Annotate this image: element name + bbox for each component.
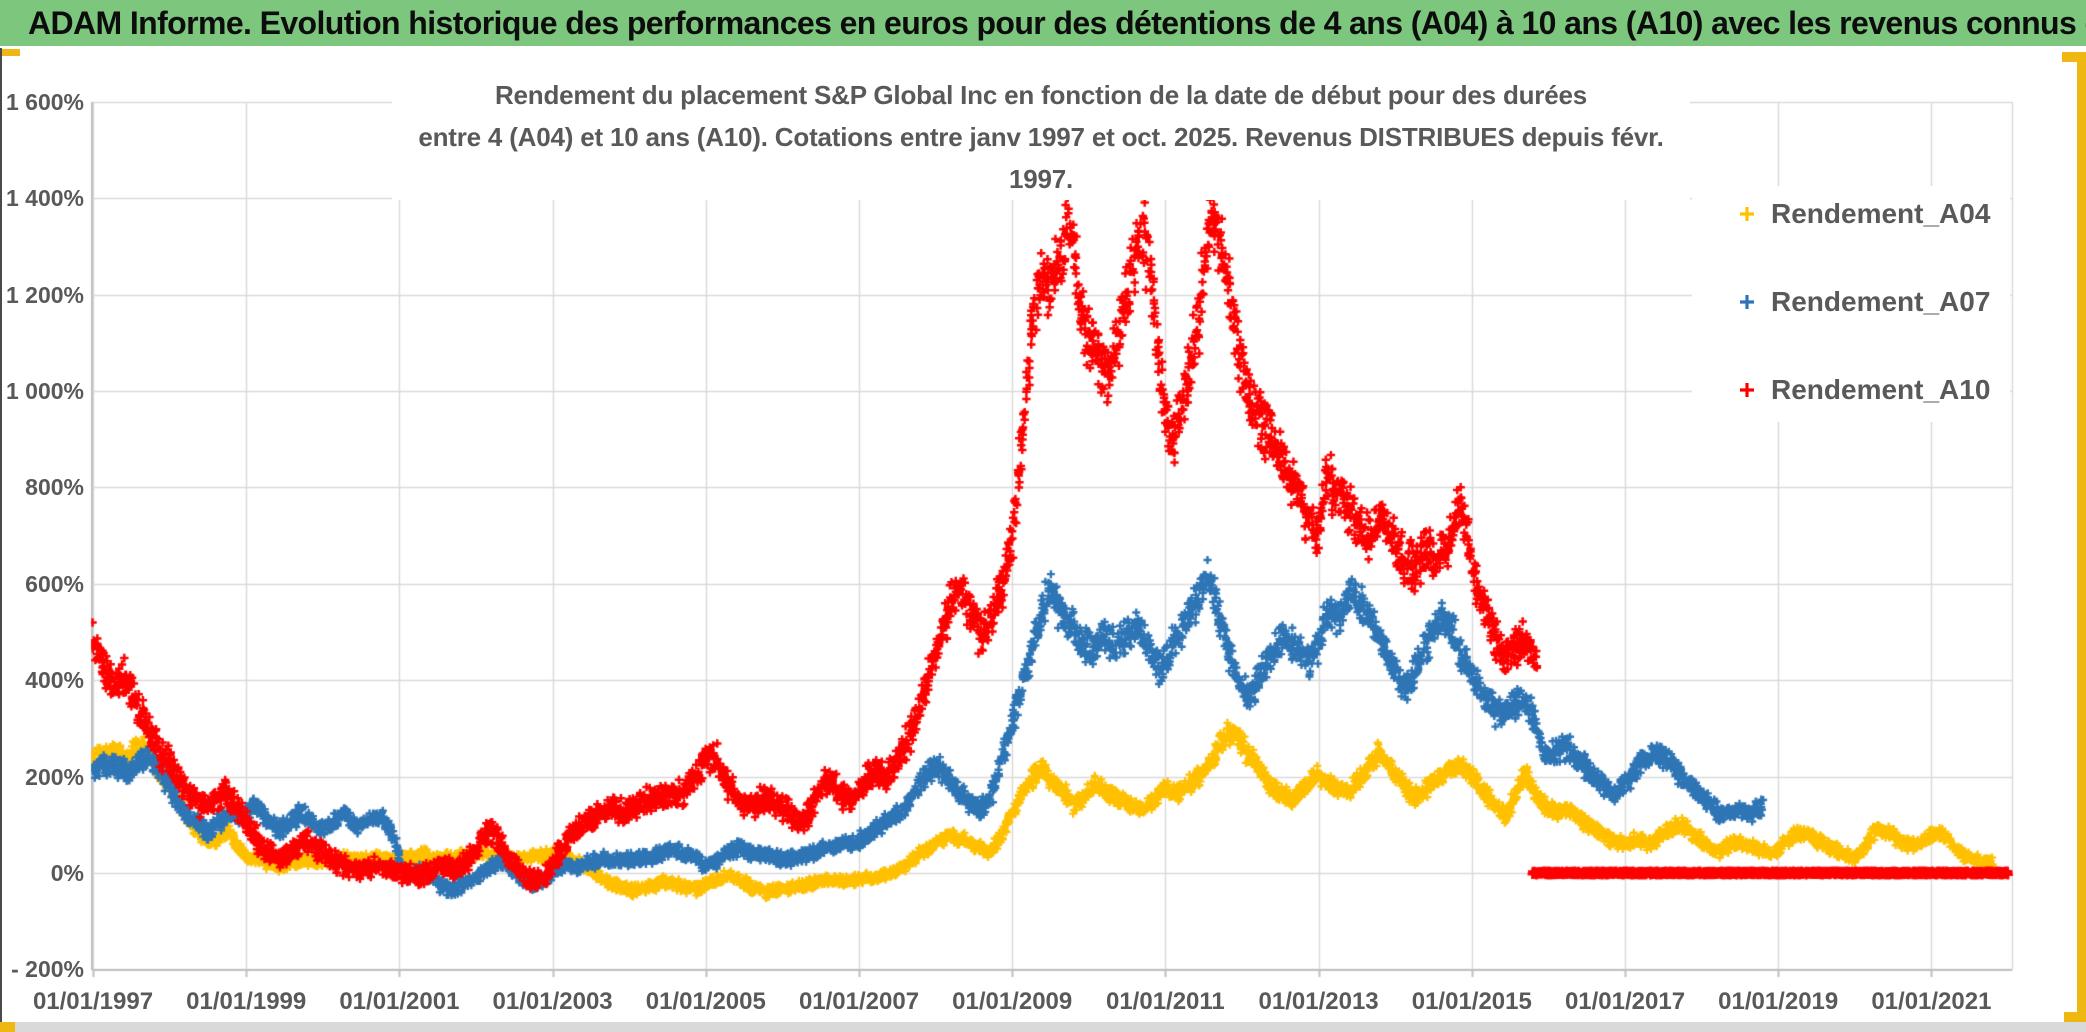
sheet-title-bar: ADAM Informe. Evolution historique des p… bbox=[0, 0, 2086, 48]
left-border-line bbox=[0, 48, 2, 1022]
sheet-title: ADAM Informe. Evolution historique des p… bbox=[28, 4, 2086, 41]
plus-marker-icon bbox=[1740, 207, 1754, 221]
legend-item-rendement_a04[interactable]: Rendement_A04 bbox=[1738, 198, 2010, 230]
chart-title-line1: Rendement du placement S&P Global Inc en… bbox=[494, 80, 1588, 110]
y-axis-label: 1 200% bbox=[5, 281, 84, 308]
y-axis-label: 200% bbox=[25, 763, 84, 790]
right-accent-bar bbox=[2077, 52, 2086, 1022]
legend-item-rendement_a07[interactable]: Rendement_A07 bbox=[1738, 286, 2010, 318]
chart-title: Rendement du placement S&P Global Inc en… bbox=[392, 74, 1690, 200]
x-axis-label: 01/01/2003 bbox=[492, 988, 613, 1015]
right-accent-top bbox=[2062, 52, 2086, 62]
x-axis-label: 01/01/2019 bbox=[1718, 988, 1839, 1015]
legend-label: Rendement_A10 bbox=[1771, 374, 1991, 405]
bottom-left-accent bbox=[0, 1022, 15, 1032]
right-accent-bottom bbox=[2064, 1012, 2086, 1022]
plus-marker-icon bbox=[1740, 383, 1754, 397]
x-axis-label: 01/01/1999 bbox=[186, 988, 307, 1015]
y-axis-label: 1 400% bbox=[5, 185, 84, 212]
legend-label: Rendement_A07 bbox=[1771, 286, 1991, 317]
y-axis-label: - 200% bbox=[11, 956, 84, 983]
y-axis-label: 0% bbox=[50, 860, 84, 886]
x-axis-label: 01/01/2007 bbox=[798, 988, 920, 1015]
y-axis-label: 800% bbox=[25, 474, 84, 501]
x-axis-label: 01/01/2009 bbox=[952, 988, 1073, 1015]
chart-title-line2: entre 4 (A04) et 10 ans (A10). Cotations… bbox=[418, 122, 1664, 194]
chart-legend: Rendement_A04 Rendement_A07 Rendement_A10 bbox=[1692, 186, 2010, 422]
bottom-status-band bbox=[0, 1022, 2086, 1032]
x-axis-label: 01/01/2011 bbox=[1105, 988, 1225, 1015]
y-axis-label: 400% bbox=[25, 667, 84, 694]
x-axis-label: 01/01/2021 bbox=[1871, 988, 1992, 1015]
x-axis-label: 01/01/2005 bbox=[645, 988, 766, 1015]
x-axis-label: 01/01/2001 bbox=[339, 988, 460, 1015]
left-accent-tab bbox=[2, 49, 20, 56]
x-axis-label: 01/01/2015 bbox=[1411, 988, 1532, 1015]
x-axis-label: 01/01/1997 bbox=[32, 988, 154, 1015]
x-axis-label: 01/01/2013 bbox=[1258, 988, 1379, 1015]
plus-marker-icon bbox=[1740, 295, 1754, 309]
x-axis-label: 01/01/2017 bbox=[1564, 988, 1686, 1015]
legend-item-rendement_a10[interactable]: Rendement_A10 bbox=[1738, 374, 2010, 406]
y-axis-label: 600% bbox=[25, 570, 84, 597]
y-axis-label: 1 600% bbox=[5, 88, 84, 115]
legend-label: Rendement_A04 bbox=[1771, 198, 1991, 229]
y-axis-label: 1 000% bbox=[5, 378, 84, 404]
